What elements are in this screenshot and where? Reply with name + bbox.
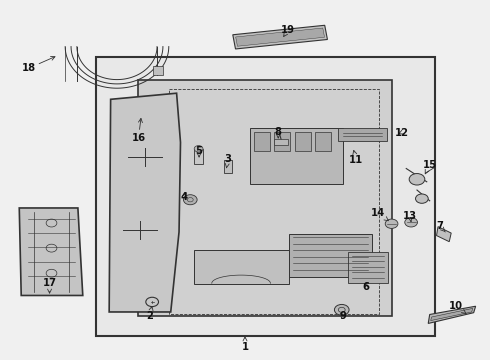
Circle shape: [405, 218, 417, 227]
Text: 9: 9: [339, 311, 346, 321]
Bar: [194, 149, 203, 164]
Circle shape: [194, 145, 203, 152]
Circle shape: [385, 219, 398, 228]
Text: 3: 3: [224, 154, 231, 168]
Bar: [274, 139, 288, 145]
Polygon shape: [428, 306, 476, 323]
Bar: [223, 159, 232, 173]
Text: 16: 16: [131, 118, 146, 143]
Circle shape: [334, 305, 349, 315]
Polygon shape: [138, 80, 392, 316]
Bar: [274, 132, 291, 151]
Bar: [347, 252, 388, 283]
Bar: [254, 132, 270, 151]
Circle shape: [183, 195, 197, 205]
Bar: [96, 57, 435, 336]
Circle shape: [416, 194, 428, 203]
Text: 2: 2: [147, 306, 153, 321]
Bar: [153, 66, 163, 75]
Text: 1: 1: [242, 337, 248, 352]
Polygon shape: [437, 226, 451, 242]
Polygon shape: [236, 28, 324, 46]
Polygon shape: [250, 128, 343, 184]
Polygon shape: [289, 234, 372, 277]
Text: 5: 5: [196, 145, 202, 157]
Polygon shape: [109, 93, 180, 312]
Text: 8: 8: [275, 127, 282, 138]
Text: 12: 12: [394, 128, 408, 138]
Text: 14: 14: [371, 208, 389, 221]
Bar: [295, 132, 311, 151]
Text: 7: 7: [436, 221, 445, 232]
Polygon shape: [194, 250, 289, 284]
Polygon shape: [431, 309, 473, 320]
Text: 4: 4: [180, 192, 188, 202]
Text: 18: 18: [22, 57, 55, 73]
Text: 19: 19: [281, 25, 295, 36]
Text: 10: 10: [449, 301, 466, 314]
Polygon shape: [338, 128, 387, 140]
Text: 13: 13: [403, 211, 417, 222]
Text: 17: 17: [43, 278, 56, 293]
Circle shape: [409, 174, 425, 185]
Polygon shape: [19, 208, 83, 296]
Polygon shape: [233, 25, 327, 49]
Text: 11: 11: [349, 150, 364, 165]
Bar: [316, 132, 331, 151]
Text: 6: 6: [363, 282, 369, 292]
Text: 15: 15: [423, 160, 437, 174]
